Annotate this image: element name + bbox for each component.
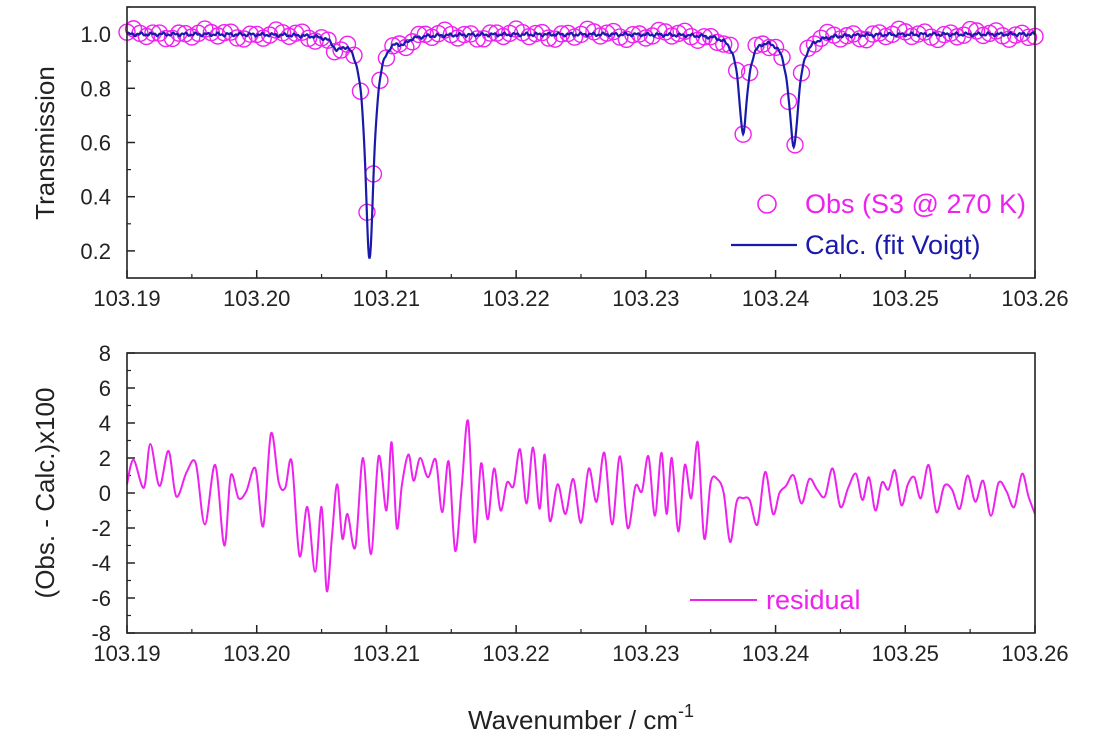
obs-point (228, 29, 246, 47)
top-x-tick-label: 103.19 (93, 286, 160, 311)
calc-series-line (126, 31, 1036, 259)
bottom-x-tick-label: 103.20 (223, 641, 290, 666)
top-plot-frame (126, 6, 1036, 279)
bottom-y-tick-label: -6 (91, 586, 111, 611)
bottom-y-tick-label: 4 (99, 411, 111, 436)
top-y-tick-labels: 0.2 0.4 0.6 0.8 1.0 (80, 22, 111, 264)
obs-point (286, 24, 305, 42)
top-x-tick-label: 103.24 (742, 286, 809, 311)
obs-point (851, 30, 869, 48)
top-y-axis-title: Transmission (30, 66, 60, 220)
transmission-panel: 103.19 103.20 103.21 103.22 103.23 103.24 103.… (30, 6, 1069, 311)
legend-calc-label: Calc. (fit Voigt) (805, 230, 981, 260)
bottom-x-tick-label: 103.19 (93, 641, 160, 666)
obs-point (974, 26, 992, 45)
obs-point (397, 38, 415, 57)
top-x-tick-label: 103.23 (612, 286, 679, 311)
top-y-tick-label: 0.8 (80, 76, 111, 101)
obs-point (539, 29, 558, 47)
obs-point (604, 22, 623, 41)
bottom-x-tick-label: 103.26 (1001, 641, 1068, 666)
top-y-tick-label: 0.6 (80, 131, 111, 156)
top-x-tick-label: 103.26 (1001, 286, 1068, 311)
obs-point (916, 23, 934, 41)
bottom-x-tick-label: 103.25 (872, 641, 939, 666)
bottom-y-tick-label: 2 (99, 446, 111, 471)
top-legend: Obs (S3 @ 270 K) Calc. (fit Voigt) (731, 189, 1026, 260)
residual-series-line (126, 419, 1036, 593)
top-y-tick-label: 0.4 (80, 185, 111, 210)
legend-obs-label: Obs (S3 @ 270 K) (805, 189, 1026, 219)
bottom-y-axis-title: (Obs. - Calc.)x100 (30, 388, 60, 599)
obs-point (325, 43, 344, 61)
top-y-tick-label: 1.0 (80, 22, 111, 47)
bottom-y-tick-label: -4 (91, 551, 111, 576)
obs-point (345, 46, 363, 65)
obs-point (805, 35, 824, 53)
obs-point (235, 30, 253, 48)
obs-point (676, 22, 694, 40)
bottom-y-tick-label: 0 (99, 481, 111, 506)
residual-panel: 103.19 103.20 103.21 103.22 103.23 103.24 103.… (30, 341, 1069, 735)
top-x-tick-label: 103.22 (482, 286, 549, 311)
bottom-x-tick-label: 103.23 (612, 641, 679, 666)
top-x-tick-label: 103.21 (353, 286, 420, 311)
top-x-tick-labels: 103.19 103.20 103.21 103.22 103.23 103.24 103.… (93, 286, 1068, 311)
bottom-x-tick-label: 103.21 (353, 641, 420, 666)
legend-residual-label: residual (766, 585, 861, 615)
bottom-x-tick-label: 103.24 (742, 641, 809, 666)
obs-point (163, 29, 182, 48)
obs-point (1019, 28, 1038, 47)
bottom-y-tick-label: 6 (99, 376, 111, 401)
legend-obs-marker (757, 194, 777, 214)
bottom-x-tick-label: 103.22 (482, 641, 549, 666)
obs-point (714, 35, 733, 53)
top-y-tick-label: 0.2 (80, 239, 111, 264)
bottom-y-tick-label: -8 (91, 621, 111, 646)
top-x-tick-label: 103.20 (223, 286, 290, 311)
obs-point (766, 38, 785, 57)
bottom-y-tick-label: -2 (91, 516, 111, 541)
bottom-x-tick-labels: 103.19 103.20 103.21 103.22 103.23 103.24 103.… (93, 641, 1068, 666)
bottom-y-tick-labels: -8 -6 -4 -2 0 2 4 6 8 (91, 341, 111, 646)
obs-point (293, 23, 311, 41)
obs-point (734, 125, 752, 143)
bottom-plot-frame (126, 352, 1036, 634)
obs-point (338, 35, 357, 53)
obs-point (987, 22, 1005, 40)
bottom-y-tick-label: 8 (99, 341, 111, 366)
obs-point (773, 48, 791, 66)
bottom-legend: residual (690, 585, 861, 615)
top-x-tick-label: 103.25 (872, 286, 939, 311)
x-axis-title: Wavenumber / cm-1 (468, 701, 694, 735)
obs-point (637, 29, 655, 47)
obs-point (721, 36, 739, 54)
obs-point (624, 26, 642, 44)
